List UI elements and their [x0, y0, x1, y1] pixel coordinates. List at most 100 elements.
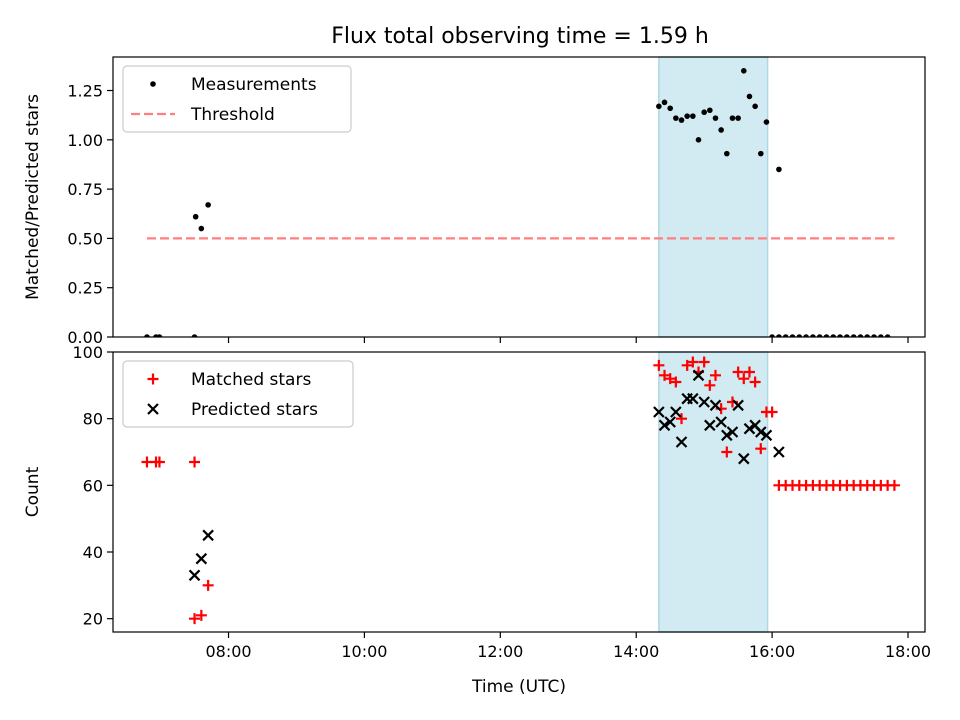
predicted-stars-point: [670, 406, 682, 418]
y-tick-label: 0.50: [67, 229, 103, 248]
x-tick-label: 08:00: [205, 642, 251, 661]
measurement-point: [830, 334, 837, 337]
measurement-point: [156, 334, 163, 337]
legend: Matched stars Predicted stars: [122, 360, 354, 428]
bottom-panel: 20 40 60 80 100 08:00 10:00 12:00 14:00 16:00 18:0…: [23, 343, 931, 697]
predicted-stars-point: [726, 426, 739, 438]
predicted-stars-point: [715, 416, 727, 428]
measurement-point: [763, 119, 770, 125]
measurement-point: [695, 137, 702, 143]
predicted-stars-point: [743, 422, 756, 435]
series-predicted-stars: [188, 369, 785, 582]
y-tick-label: 0.00: [67, 328, 103, 347]
matched-stars-point: [732, 366, 744, 378]
matched-stars-point: [189, 613, 201, 625]
predicted-stars-point: [675, 436, 688, 448]
measurement-point: [884, 334, 891, 337]
matched-stars-point: [676, 413, 688, 425]
matched-stars-point: [202, 579, 214, 591]
matched-stars-point: [153, 456, 165, 468]
legend-symbol: [147, 403, 159, 415]
matched-stars-point: [888, 479, 900, 491]
x-axis-label: Time (UTC): [471, 677, 566, 697]
legend-label: Measurements: [191, 75, 317, 95]
predicted-stars-point: [721, 429, 733, 442]
predicted-stars-point: [704, 419, 716, 432]
measurement-point: [746, 93, 753, 100]
measurement-point: [837, 334, 843, 337]
y-tick-label: 80: [83, 410, 103, 429]
matched-stars-point: [195, 609, 207, 621]
measurement-point: [796, 334, 803, 337]
measurement-point: [752, 103, 758, 110]
axes-frame: [112, 56, 926, 338]
measurement-point: [144, 334, 150, 337]
legend-label: Predicted stars: [191, 400, 318, 420]
measurement-point: [823, 334, 830, 337]
measurement-point: [769, 334, 775, 337]
measurement-point: [656, 103, 662, 110]
measurement-point: [701, 109, 707, 116]
legend-symbol: [147, 373, 159, 385]
measurement-point: [707, 107, 713, 114]
predicted-stars-point: [664, 416, 676, 428]
measurement-point: [871, 334, 877, 337]
matched-stars-point: [681, 359, 693, 371]
predicted-stars-point: [692, 369, 705, 382]
predicted-stars-point: [687, 392, 699, 405]
chart-title: Flux total observing time = 1.59 h: [331, 24, 709, 49]
measurement-point: [678, 117, 685, 123]
matched-stars-point: [704, 379, 716, 391]
y-tick-label: 0.25: [67, 279, 103, 298]
legend-symbol: [150, 81, 156, 87]
observing-window-span: [658, 351, 769, 633]
x-tick-label: 16:00: [749, 642, 795, 661]
predicted-stars-point: [653, 406, 665, 418]
matched-stars-point: [687, 356, 699, 368]
y-tick-label: 100: [72, 343, 103, 362]
legend: Measurements Threshold: [122, 65, 352, 133]
predicted-stars-point: [738, 452, 750, 465]
measurement-point: [192, 213, 199, 220]
measurement-point: [810, 334, 816, 337]
predicted-stars-point: [709, 399, 722, 412]
matched-stars-point: [709, 369, 721, 381]
measurement-point: [673, 115, 679, 121]
series-matched-stars: [141, 356, 900, 625]
matched-stars-point: [189, 456, 201, 468]
top-panel: 0.00 0.25 0.50 0.75 1.00 1.25 Matched/Predicte…: [23, 56, 926, 347]
measurement-point: [667, 105, 673, 112]
y-tick-label: 40: [83, 543, 103, 562]
measurement-point: [857, 334, 864, 337]
predicted-stars-point: [658, 419, 671, 432]
measurement-point: [684, 113, 690, 119]
measurement-point: [735, 115, 741, 121]
measurement-point: [718, 127, 724, 133]
predicted-stars-point: [760, 429, 773, 442]
matched-stars-point: [659, 369, 671, 381]
measurement-point: [198, 225, 205, 232]
matched-stars-point: [755, 443, 767, 455]
y-tick-label: 1.25: [67, 82, 103, 101]
x-tick-label: 14:00: [613, 642, 659, 661]
legend-label: Threshold: [190, 105, 275, 125]
matched-stars-point: [766, 406, 778, 418]
y-tick-label: 60: [83, 476, 103, 495]
y-axis-label: Count: [23, 466, 43, 517]
y-axis-label: Matched/Predicted stars: [23, 94, 43, 300]
predicted-stars-point: [202, 529, 214, 542]
measurement-point: [850, 334, 857, 337]
matched-stars-point: [749, 376, 761, 388]
measurement-point: [757, 150, 764, 157]
y-tick-label: 0.75: [67, 180, 103, 199]
measurement-point: [724, 150, 730, 157]
predicted-stars-point: [195, 552, 208, 565]
matched-stars-point: [698, 356, 710, 368]
measurement-point: [878, 334, 884, 337]
matched-stars-point: [738, 373, 750, 385]
predicted-stars-point: [732, 399, 744, 412]
y-tick-label: 1.00: [67, 131, 103, 150]
axes-frame: [112, 351, 926, 633]
observing-window-span: [658, 56, 769, 338]
